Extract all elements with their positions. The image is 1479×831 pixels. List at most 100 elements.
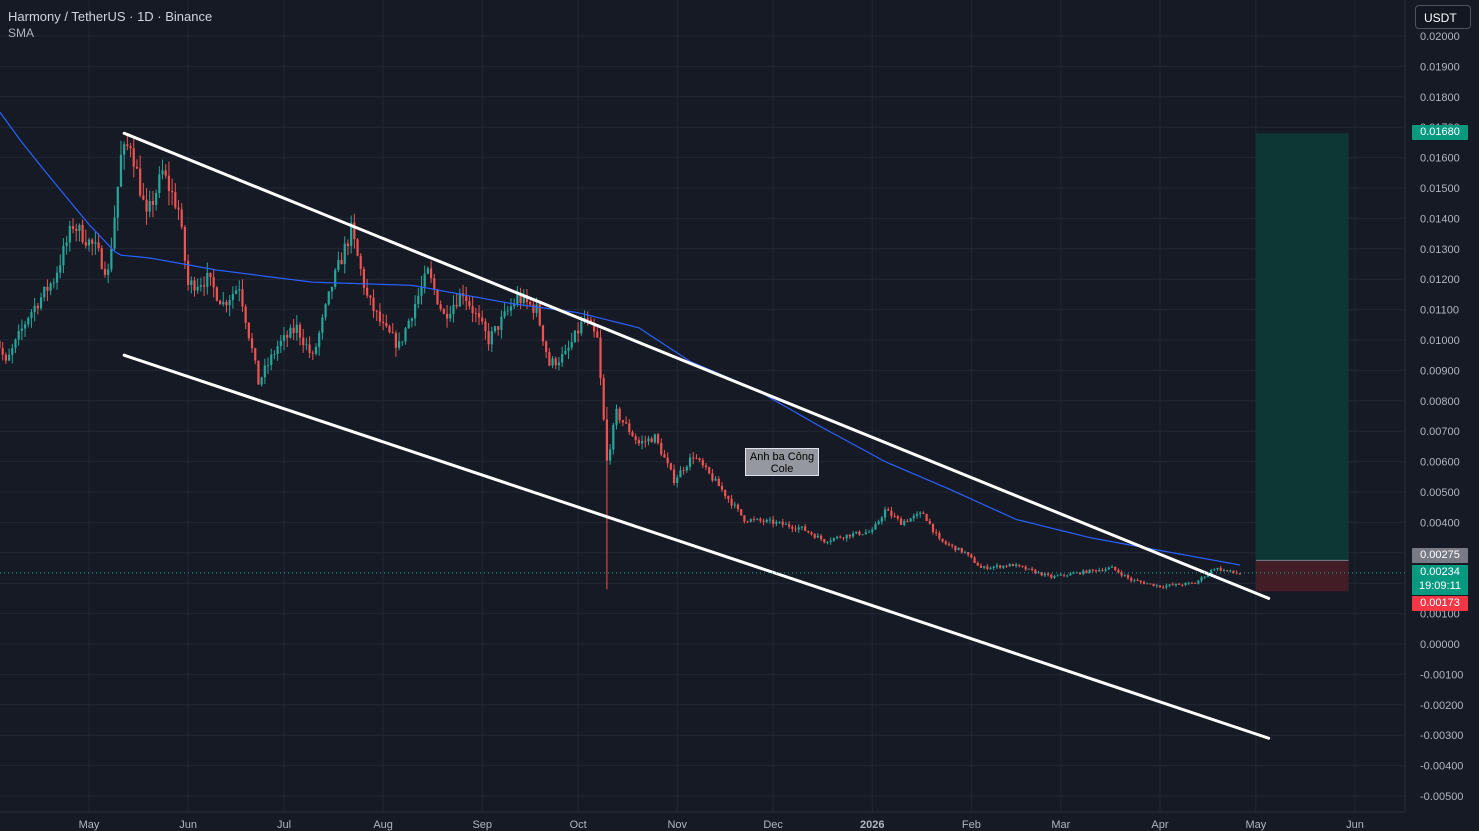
candle-body: [17, 331, 20, 340]
candle-body: [564, 350, 567, 354]
candle-body: [813, 534, 816, 538]
candle-body: [509, 306, 513, 311]
candle-body: [94, 242, 97, 244]
text-annotation[interactable]: Anh ba Công Cole: [745, 448, 819, 476]
candle-body: [366, 287, 369, 296]
candle-body: [286, 335, 289, 338]
x-axis: May Jun Jul Aug Sep Oct Nov Dec 2026 Feb Mar Apr May…: [79, 819, 1364, 831]
candle-body: [103, 268, 107, 275]
x-tick-label: Aug: [373, 819, 393, 831]
candle-body: [759, 518, 762, 521]
candle-body: [906, 521, 909, 522]
x-tick-label: Feb: [962, 819, 981, 831]
x-tick-label: Oct: [570, 819, 587, 831]
candle-body: [963, 552, 967, 553]
candle-body: [845, 534, 848, 539]
candle-body: [238, 289, 241, 291]
candle-body: [1181, 584, 1184, 586]
candle-body: [880, 517, 883, 522]
y-tick-label: -0.00200: [1420, 700, 1463, 712]
candle-body: [1178, 583, 1181, 585]
candle-body: [973, 557, 976, 563]
candle-body: [609, 449, 612, 461]
candle-body: [43, 286, 46, 298]
upper-trendline[interactable]: [122, 131, 1271, 600]
candle-body: [276, 346, 279, 355]
candle-body: [161, 170, 164, 175]
candle-body: [711, 473, 714, 481]
candle-body: [481, 317, 484, 322]
candle-body: [561, 353, 564, 363]
candle-body: [577, 330, 580, 334]
candle-body: [225, 302, 228, 306]
candle-body: [458, 293, 461, 307]
target-zone[interactable]: [1255, 133, 1349, 561]
candle-body: [890, 510, 893, 516]
candle-body: [1062, 574, 1066, 576]
candle-body: [362, 268, 366, 288]
candle-body: [586, 318, 589, 320]
candle-body: [206, 272, 209, 287]
stop-zone[interactable]: [1255, 560, 1349, 592]
candle-body: [724, 489, 727, 497]
candle-body: [1216, 567, 1219, 570]
candle-body: [989, 567, 992, 569]
y-tick-label: 0.00600: [1420, 457, 1460, 469]
candle-body: [1187, 582, 1190, 584]
candle-body: [36, 305, 39, 309]
candle-body: [1008, 564, 1011, 567]
x-tick-label: Apr: [1151, 819, 1168, 831]
candle-body: [545, 341, 548, 353]
candle-body: [436, 289, 439, 305]
candle-body: [71, 226, 75, 229]
candle-body: [244, 306, 247, 323]
candle-body: [295, 324, 298, 333]
candle-body: [599, 337, 602, 379]
candle-body: [1110, 566, 1114, 568]
candle-body: [775, 521, 778, 524]
candle-body: [343, 243, 346, 265]
candle-body: [305, 344, 308, 346]
candle-body: [730, 498, 733, 506]
candle-body: [954, 545, 957, 551]
candle-body: [874, 524, 877, 530]
candle-body: [915, 513, 919, 516]
candle-body: [979, 565, 983, 568]
candle-body: [247, 322, 250, 339]
candle-body: [698, 458, 701, 461]
candle-body: [171, 191, 174, 193]
currency-button[interactable]: USDT: [1415, 5, 1471, 29]
candle-body: [746, 521, 749, 523]
candle-body: [640, 441, 644, 444]
candle-body: [842, 537, 845, 539]
x-tick-label: May: [79, 819, 100, 831]
candle-body: [330, 286, 334, 292]
candle-body: [356, 239, 359, 256]
candle-body: [487, 331, 490, 345]
candle-body: [851, 533, 855, 537]
candle-body: [314, 346, 318, 354]
candle-body: [241, 289, 244, 307]
candle-body: [772, 519, 775, 524]
candle-body: [1168, 584, 1171, 586]
candle-body: [78, 224, 81, 231]
candle-body: [1066, 575, 1069, 577]
lower-trendline[interactable]: [122, 353, 1271, 740]
candle-body: [369, 295, 372, 298]
candle-body: [1171, 584, 1174, 586]
symbol-title[interactable]: Harmony / TetherUS · 1D · Binance: [8, 9, 213, 24]
indicator-label[interactable]: SMA: [8, 26, 35, 40]
candle-body: [992, 566, 995, 568]
entry-price-label: 0.00275: [1412, 548, 1468, 563]
candle-body: [650, 438, 653, 443]
candle-body: [1226, 569, 1229, 571]
candle-body: [660, 442, 663, 455]
candle-body: [1101, 570, 1104, 571]
candle-body: [1031, 568, 1034, 570]
candle-body: [1091, 569, 1094, 571]
candle-body: [800, 526, 804, 528]
candle-body: [877, 521, 880, 525]
candle-body: [765, 519, 768, 522]
candle-body: [1, 348, 4, 355]
